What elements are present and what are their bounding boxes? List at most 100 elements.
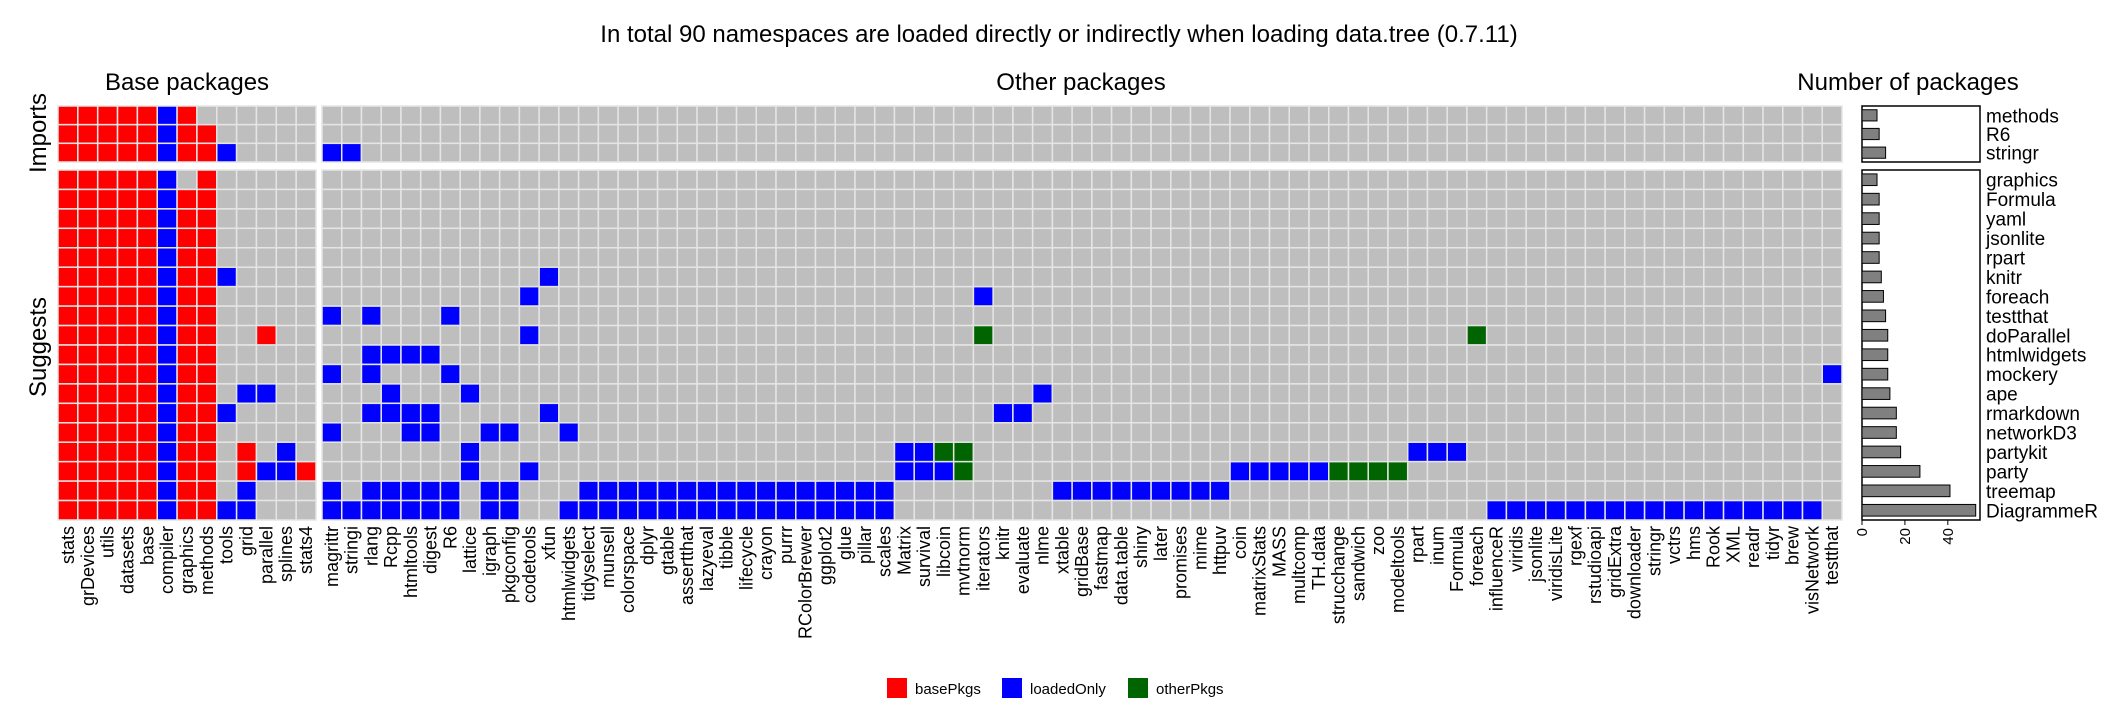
heatmap-cell (577, 499, 600, 521)
heatmap-cell (275, 142, 297, 163)
heatmap-cell (1367, 285, 1389, 307)
heatmap-cell (77, 460, 99, 482)
heatmap-cell (755, 188, 777, 210)
heatmap-cell (1742, 324, 1764, 346)
heatmap-cell (558, 499, 580, 521)
heatmap-cell (1801, 188, 1824, 210)
heatmap-cell (459, 266, 481, 288)
heatmap-cell (498, 480, 521, 502)
heatmap-cell (498, 285, 521, 307)
heatmap-cell (1347, 422, 1369, 443)
heatmap-cell (1722, 169, 1745, 191)
heatmap-cell (1426, 402, 1448, 424)
heatmap-cell (1446, 169, 1468, 191)
heatmap-cell (1663, 247, 1685, 268)
heatmap-cell (360, 208, 382, 230)
heatmap-cell (755, 441, 777, 463)
heatmap-cell (992, 324, 1014, 346)
heatmap-cell (1189, 499, 1212, 521)
column-label: magrittr (322, 526, 342, 587)
heatmap-cell (1091, 169, 1113, 191)
heatmap-cell (255, 123, 278, 145)
heatmap-cell (136, 188, 158, 210)
heatmap-cell (814, 460, 836, 482)
heatmap-cell (1426, 324, 1448, 346)
heatmap-cell (57, 460, 79, 482)
heatmap-cell (1624, 247, 1646, 268)
heatmap-cell (1703, 344, 1725, 366)
heatmap-cell (1328, 227, 1350, 249)
heatmap-cell (235, 480, 258, 502)
heatmap-cell (1229, 188, 1251, 210)
heatmap-cell (972, 285, 994, 307)
heatmap-cell (1110, 344, 1133, 366)
heatmap-cell (1446, 247, 1468, 268)
heatmap-cell (1288, 123, 1310, 145)
heatmap-cell (321, 480, 343, 502)
heatmap-cell (459, 247, 481, 268)
heatmap-cell (1762, 363, 1784, 385)
heatmap-cell (1564, 422, 1587, 443)
heatmap-cell (419, 363, 442, 385)
legend-swatch-basePkgs (887, 678, 907, 698)
heatmap-cell (854, 402, 876, 424)
heatmap-cell (1683, 142, 1705, 163)
heatmap-cell (1801, 441, 1824, 463)
heatmap-cell (1624, 441, 1646, 463)
column-label: htmltools (401, 526, 421, 598)
heatmap-cell (577, 480, 600, 502)
column-label: compiler (157, 526, 177, 594)
heatmap-cell (1328, 105, 1350, 126)
heatmap-cell (1347, 324, 1369, 346)
heatmap-cell (498, 105, 521, 126)
heatmap-cell (295, 363, 317, 385)
heatmap-cell (1051, 460, 1073, 482)
heatmap-cell (696, 142, 718, 163)
heatmap-cell (735, 460, 758, 482)
heatmap-cell (1584, 402, 1606, 424)
heatmap-cell (1446, 266, 1468, 288)
heatmap-cell (597, 499, 619, 521)
heatmap-cell (617, 363, 639, 385)
column-label: shiny (1131, 526, 1151, 568)
heatmap-cell (1604, 441, 1626, 463)
heatmap-cell (1406, 441, 1429, 463)
heatmap-cell (1643, 324, 1666, 346)
heatmap-cell (1762, 383, 1784, 405)
heatmap-cell (1012, 383, 1034, 405)
heatmap-cell (538, 142, 560, 163)
heatmap-cell (1268, 208, 1291, 230)
heatmap-cell (1624, 208, 1646, 230)
heatmap-cell (176, 441, 198, 463)
heatmap-cell (1406, 188, 1429, 210)
heatmap-cell (360, 188, 382, 210)
heatmap-cell (479, 499, 501, 521)
heatmap-cell (1130, 324, 1152, 346)
heatmap-cell (1209, 460, 1231, 482)
heatmap-cell (558, 324, 580, 346)
heatmap-cell (321, 123, 343, 145)
heatmap-cell (854, 363, 876, 385)
heatmap-cell (1722, 383, 1745, 405)
row-label: Formula (1986, 190, 2056, 211)
row-label: networkD3 (1986, 424, 2077, 445)
heatmap-cell (340, 480, 363, 502)
heatmap-cell (77, 227, 99, 249)
heatmap-cell (992, 460, 1014, 482)
heatmap-cell (1071, 344, 1093, 366)
heatmap-cell (1505, 169, 1527, 191)
heatmap-cell (873, 480, 896, 502)
heatmap-cell (1801, 383, 1824, 405)
heatmap-cell (972, 123, 994, 145)
count-bar (1861, 426, 1897, 439)
heatmap-cell (755, 383, 777, 405)
heatmap-cell (1406, 123, 1429, 145)
column-label: methods (197, 526, 217, 595)
heatmap-cell (834, 383, 856, 405)
heatmap-cell (255, 460, 278, 482)
heatmap-cell (755, 460, 777, 482)
heatmap-cell (1663, 402, 1685, 424)
heatmap-cell (538, 422, 560, 443)
heatmap-cell (735, 480, 758, 502)
heatmap-cell (1150, 460, 1172, 482)
